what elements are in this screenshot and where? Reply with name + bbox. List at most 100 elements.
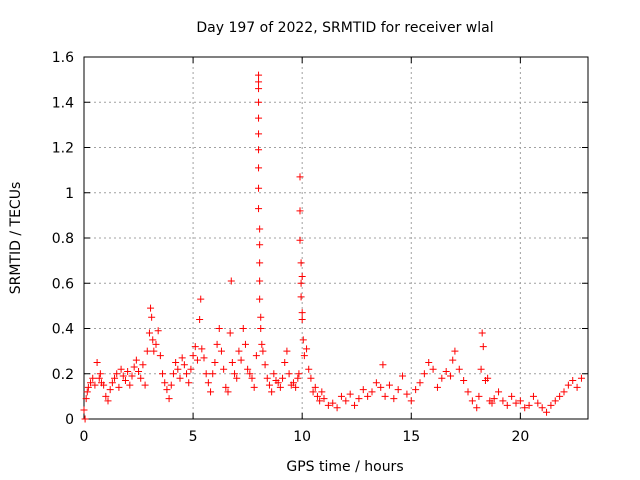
data-point [256, 295, 264, 303]
data-point [309, 388, 317, 396]
data-point [217, 347, 225, 355]
data-point [313, 392, 321, 400]
data-point [174, 365, 182, 373]
data-point [198, 345, 206, 353]
data-point [111, 374, 119, 382]
y-axis-label: SRMTID / TECUs [8, 182, 24, 295]
y-tick-label: 1.4 [52, 95, 74, 111]
data-point [163, 386, 171, 394]
data-point [255, 78, 263, 86]
data-point [139, 361, 147, 369]
data-point [296, 173, 304, 181]
data-point [93, 358, 101, 366]
data-point [250, 383, 258, 391]
data-point [244, 365, 252, 373]
data-point [355, 395, 363, 403]
data-point [259, 347, 267, 355]
data-point [538, 404, 546, 412]
data-point [560, 388, 568, 396]
data-point [495, 388, 503, 396]
data-point [438, 374, 446, 382]
data-point [285, 370, 293, 378]
data-point [255, 205, 263, 213]
data-point [256, 277, 264, 285]
data-point [455, 365, 463, 373]
data-point [191, 343, 199, 351]
data-point [299, 336, 307, 344]
data-point [316, 397, 324, 405]
data-point [235, 347, 243, 355]
data-point [255, 98, 263, 106]
x-tick-label: 10 [293, 429, 311, 445]
data-point [115, 383, 123, 391]
data-point [81, 415, 89, 423]
data-point [209, 370, 217, 378]
data-point [337, 392, 345, 400]
y-tick-label: 1 [65, 186, 74, 202]
data-point [534, 399, 542, 407]
data-point [241, 340, 249, 348]
data-point [499, 397, 507, 405]
data-point [281, 358, 289, 366]
data-point [91, 381, 99, 389]
data-point [484, 374, 492, 382]
data-point [128, 372, 136, 380]
data-point [543, 408, 551, 416]
data-point [577, 374, 585, 382]
data-point [364, 392, 372, 400]
data-point [80, 406, 88, 414]
grid-lines [84, 57, 588, 419]
data-point [297, 279, 305, 287]
data-point [274, 379, 282, 387]
data-point [305, 365, 313, 373]
data-point [333, 404, 341, 412]
data-point [318, 388, 326, 396]
data-point [220, 365, 228, 373]
x-tick-label: 20 [511, 429, 529, 445]
data-point [148, 313, 156, 321]
data-point [420, 370, 428, 378]
data-point [351, 401, 359, 409]
data-point [298, 309, 306, 317]
data-point [237, 356, 245, 364]
data-point [255, 130, 263, 138]
data-point [368, 388, 376, 396]
data-point [211, 358, 219, 366]
data-point [276, 383, 284, 391]
data-point [303, 345, 311, 353]
data-point [255, 184, 263, 192]
data-point [255, 164, 263, 172]
data-point [233, 374, 241, 382]
x-tick-label: 15 [402, 429, 420, 445]
data-point [449, 356, 457, 364]
data-point [296, 207, 304, 215]
data-point [298, 315, 306, 323]
data-point [224, 388, 232, 396]
data-point [226, 329, 234, 337]
data-point [183, 370, 191, 378]
data-point [193, 356, 201, 364]
data-point [154, 327, 162, 335]
data-point [152, 340, 160, 348]
data-point [207, 388, 215, 396]
data-point [442, 367, 450, 375]
data-point [196, 315, 204, 323]
data-point [403, 390, 411, 398]
data-point [569, 377, 577, 385]
data-point [248, 374, 256, 382]
data-point [556, 392, 564, 400]
data-point [89, 374, 97, 382]
data-point [200, 354, 208, 362]
data-point [475, 392, 483, 400]
data-point [161, 379, 169, 387]
data-point [117, 365, 125, 373]
data-point [255, 146, 263, 154]
data-point [239, 325, 247, 332]
data-point [294, 374, 302, 382]
data-point [165, 395, 173, 403]
data-point [296, 236, 304, 244]
data-point [385, 381, 393, 389]
data-point [147, 304, 155, 312]
data-point [346, 390, 354, 398]
y-tick-label: 0.4 [52, 322, 74, 338]
